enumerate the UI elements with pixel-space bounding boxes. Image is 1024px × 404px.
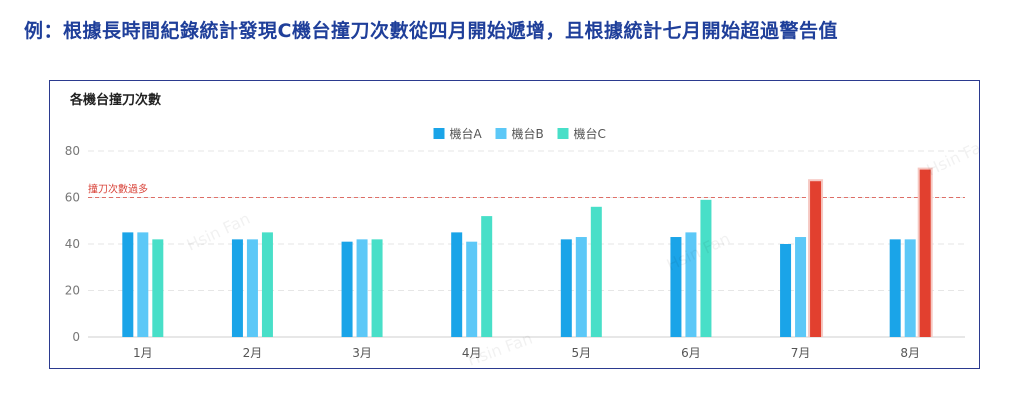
- bar-機台A-8月: [889, 239, 901, 337]
- bar-機台C-4月: [481, 216, 493, 337]
- y-tick-label: 40: [65, 237, 80, 251]
- y-tick-label: 60: [65, 191, 80, 205]
- watermark: Hsin Fan: [664, 229, 733, 275]
- bar-機台C-6月: [700, 199, 712, 337]
- chart-title: 各機台撞刀次數: [70, 93, 162, 108]
- x-tick-label: 4月: [462, 346, 482, 360]
- legend-label: 機台C: [574, 126, 606, 141]
- bar-機台C-1月: [152, 239, 164, 337]
- bar-機台A-7月: [780, 244, 792, 337]
- bar-機台C-2月: [261, 232, 273, 337]
- watermark: Hsin Fan: [924, 134, 979, 180]
- bar-機台A-1月: [122, 232, 134, 337]
- legend-label: 機台B: [512, 126, 544, 141]
- threshold-label: 撞刀次數過多: [88, 183, 148, 196]
- bar-機台A-3月: [341, 241, 353, 337]
- bar-chart: 0 20 40 60 80 撞刀次數過多 1月 2月 3月 4月 5月 6月 7月 8月 機台A 機台B 機台C…: [65, 126, 979, 368]
- legend-label: 機台A: [450, 126, 483, 141]
- legend-swatch: [495, 128, 507, 139]
- chart-panel: 各機台撞刀次數 0 20 40 60 80 撞刀次數過多 1月 2月 3月 4月 5月 6月 7月 8月 機…: [49, 80, 980, 369]
- bar-機台B-2月: [246, 239, 258, 337]
- bar-機台B-4月: [466, 241, 478, 337]
- y-tick-label: 80: [65, 144, 80, 158]
- bar-機台C-3月: [371, 239, 383, 337]
- legend-swatch: [557, 128, 569, 139]
- y-tick-label: 0: [72, 330, 80, 344]
- y-tick-label: 20: [65, 284, 80, 298]
- x-tick-label: 2月: [243, 346, 263, 360]
- x-tick-label: 5月: [571, 346, 591, 360]
- x-tick-label: 1月: [133, 346, 153, 360]
- bar-機台B-6月: [685, 232, 697, 337]
- x-tick-label: 7月: [791, 346, 811, 360]
- bar-機台B-8月: [904, 239, 916, 337]
- bar-機台B-5月: [575, 237, 587, 337]
- bar-機台C-5月: [590, 206, 602, 337]
- bar-機台B-3月: [356, 239, 368, 337]
- bar-機台A-5月: [560, 239, 572, 337]
- x-tick-label: 3月: [352, 346, 372, 360]
- legend-swatch: [433, 128, 445, 139]
- bar-機台B-7月: [795, 237, 807, 337]
- x-tick-label: 6月: [681, 346, 701, 360]
- bar-機台B-1月: [137, 232, 149, 337]
- bar-機台C-8月: [919, 169, 931, 337]
- x-tick-label: 8月: [900, 346, 920, 360]
- bar-機台A-6月: [670, 237, 682, 337]
- bar-機台A-4月: [451, 232, 463, 337]
- headline: 例：根據長時間紀錄統計發現C機台撞刀次數從四月開始遞增，且根據統計七月開始超過警…: [24, 20, 838, 42]
- bar-機台A-2月: [231, 239, 243, 337]
- bar-機台C-7月: [810, 181, 822, 337]
